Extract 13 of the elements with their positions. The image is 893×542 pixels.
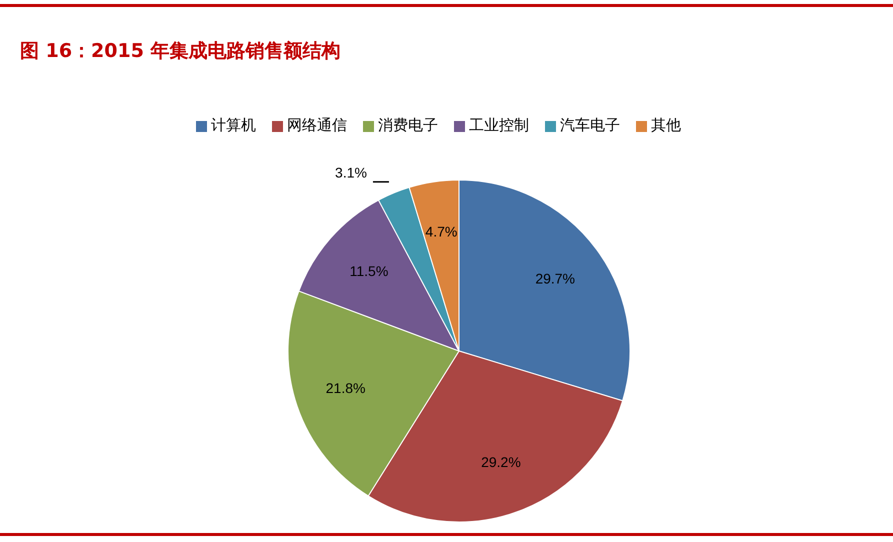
data-label: 11.5% [350,262,388,279]
legend-label: 汽车电子 [560,116,620,134]
legend-label: 网络通信 [287,116,347,134]
data-label: 4.7% [425,223,458,240]
legend-label: 工业控制 [469,116,529,134]
legend-label: 计算机 [211,116,256,134]
legend-label: 其他 [651,116,681,134]
legend-label: 消费电子 [378,116,438,134]
data-label: 3.1% [335,164,367,181]
data-label: 29.2% [481,454,521,470]
data-label: 29.7% [535,270,576,286]
data-label: 21.8% [326,380,366,396]
chart-title: 图 16：2015 年集成电路销售额结构 [20,39,341,64]
